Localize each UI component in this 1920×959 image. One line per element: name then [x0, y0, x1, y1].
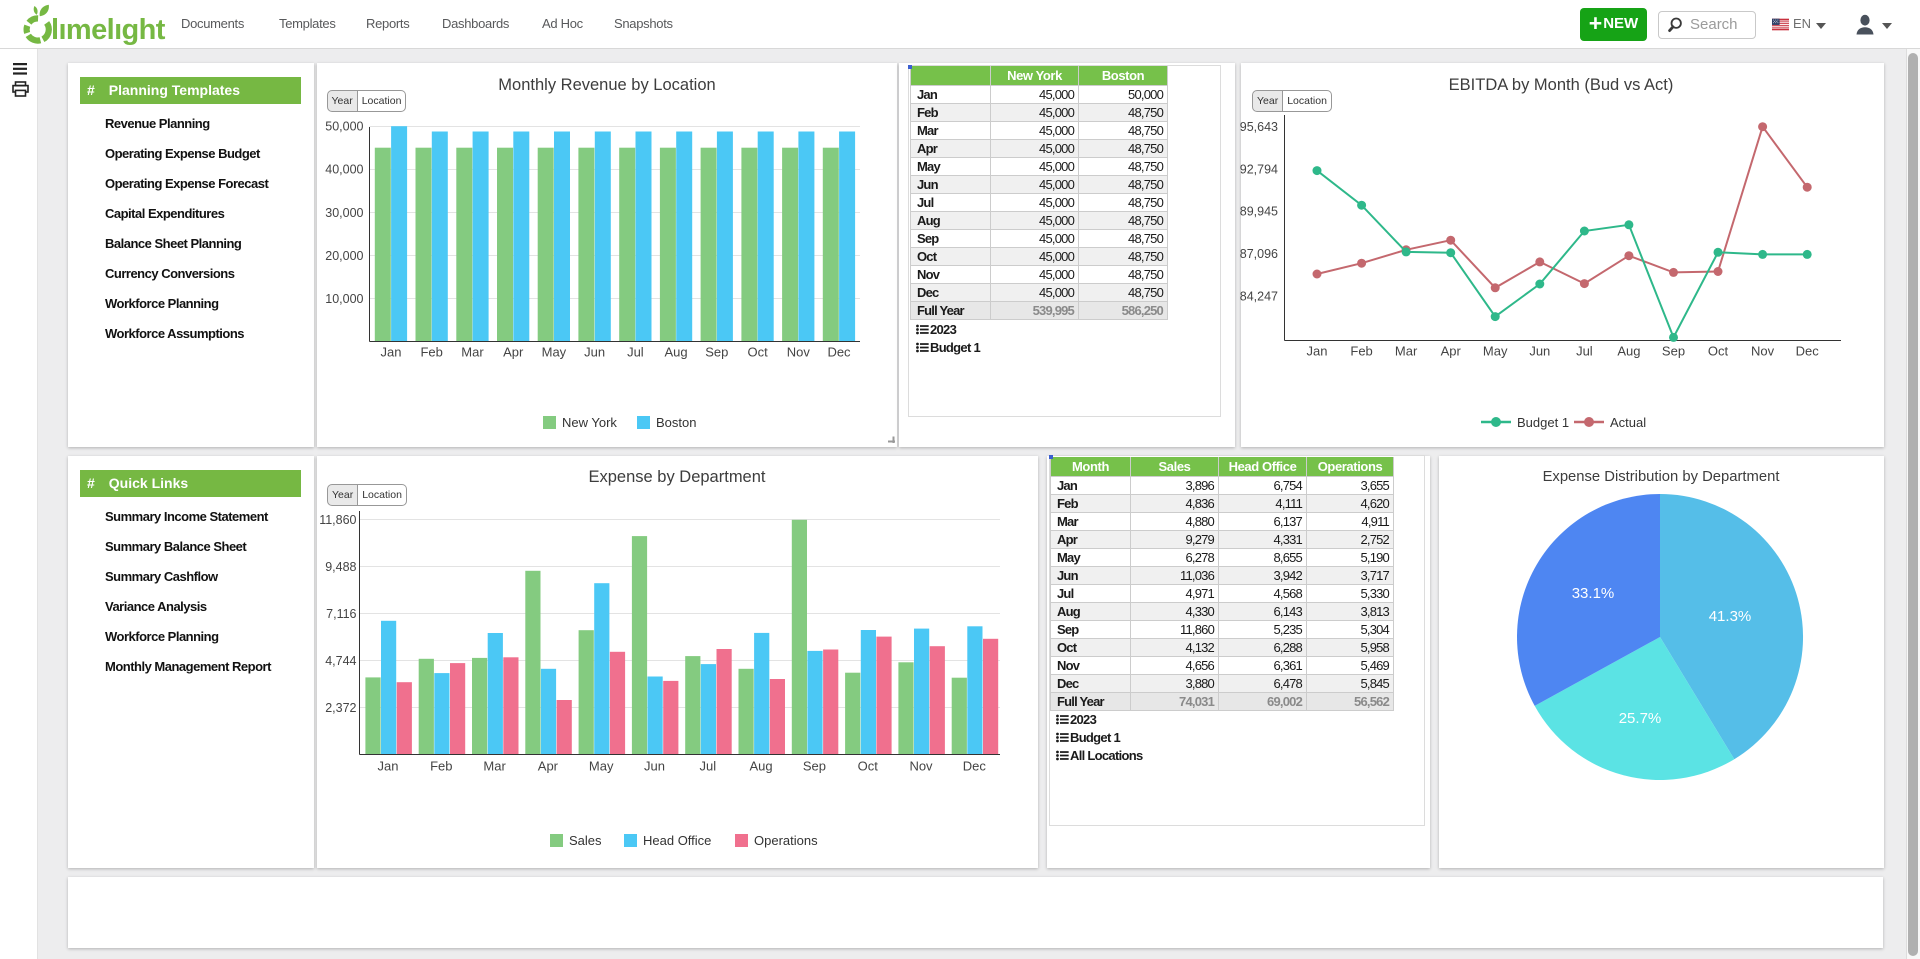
svg-text:Budget 1: Budget 1 — [1517, 415, 1569, 430]
svg-text:2,372: 2,372 — [325, 701, 356, 715]
svg-text:Nov: Nov — [909, 759, 933, 774]
svg-text:Jul: Jul — [627, 345, 644, 360]
svg-text:Dec: Dec — [963, 759, 987, 774]
svg-text:50,000: 50,000 — [325, 120, 363, 134]
svg-text:Sep: Sep — [1662, 344, 1685, 359]
svg-text:4,744: 4,744 — [325, 654, 356, 668]
svg-text:Sep: Sep — [705, 345, 728, 360]
svg-text:Head Office: Head Office — [643, 833, 711, 848]
svg-text:Oct: Oct — [1708, 344, 1729, 359]
svg-text:Nov: Nov — [1751, 344, 1775, 359]
svg-text:Jan: Jan — [1307, 344, 1328, 359]
svg-text:Operations: Operations — [754, 833, 818, 848]
svg-text:Expense Distribution by Depart: Expense Distribution by Department — [1543, 469, 1780, 485]
svg-text:33.1%: 33.1% — [1572, 585, 1615, 602]
svg-text:Apr: Apr — [538, 759, 559, 774]
svg-text:10,000: 10,000 — [325, 292, 363, 306]
svg-text:11,860: 11,860 — [319, 513, 356, 527]
svg-text:92,794: 92,794 — [1240, 162, 1278, 176]
svg-text:Feb: Feb — [1350, 344, 1372, 359]
svg-text:Sep: Sep — [803, 759, 826, 774]
svg-text:May: May — [541, 345, 566, 360]
svg-text:84,247: 84,247 — [1240, 290, 1278, 304]
svg-text:Jul: Jul — [699, 759, 716, 774]
svg-text:Sales: Sales — [569, 833, 602, 848]
svg-text:Nov: Nov — [786, 345, 810, 360]
svg-text:Jan: Jan — [380, 345, 401, 360]
svg-text:Mar: Mar — [1395, 344, 1418, 359]
svg-text:New York: New York — [562, 415, 617, 430]
svg-text:Feb: Feb — [420, 345, 442, 360]
svg-text:Dec: Dec — [827, 345, 851, 360]
svg-text:Aug: Aug — [750, 759, 773, 774]
svg-text:May: May — [1483, 344, 1508, 359]
svg-text:Apr: Apr — [1441, 344, 1462, 359]
svg-text:20,000: 20,000 — [325, 249, 363, 263]
svg-text:Actual: Actual — [1610, 415, 1646, 430]
svg-text:9,488: 9,488 — [325, 560, 356, 574]
svg-text:Aug: Aug — [1617, 344, 1640, 359]
svg-text:Oct: Oct — [858, 759, 879, 774]
svg-text:Mar: Mar — [483, 759, 506, 774]
svg-text:Dec: Dec — [1796, 344, 1820, 359]
svg-text:Jun: Jun — [644, 759, 665, 774]
svg-text:Boston: Boston — [656, 415, 696, 430]
svg-text:lımelıght: lımelıght — [51, 14, 166, 46]
svg-text:87,096: 87,096 — [1240, 247, 1278, 261]
svg-text:Mar: Mar — [461, 345, 484, 360]
svg-text:7,116: 7,116 — [326, 607, 356, 621]
svg-text:30,000: 30,000 — [325, 206, 363, 220]
svg-text:Jun: Jun — [584, 345, 605, 360]
svg-text:Jan: Jan — [378, 759, 399, 774]
svg-text:Aug: Aug — [664, 345, 687, 360]
svg-text:May: May — [589, 759, 614, 774]
svg-text:95,643: 95,643 — [1240, 120, 1278, 134]
svg-text:25.7%: 25.7% — [1619, 710, 1662, 727]
svg-text:Feb: Feb — [430, 759, 452, 774]
svg-text:Expense by Department: Expense by Department — [588, 468, 765, 486]
svg-text:Apr: Apr — [503, 345, 524, 360]
svg-text:89,945: 89,945 — [1240, 205, 1278, 219]
svg-text:Monthly Revenue by Location: Monthly Revenue by Location — [498, 76, 715, 94]
svg-text:EBITDA by Month (Bud vs Act): EBITDA by Month (Bud vs Act) — [1449, 76, 1674, 94]
svg-text:Jun: Jun — [1529, 344, 1550, 359]
svg-text:41.3%: 41.3% — [1709, 608, 1752, 625]
svg-text:40,000: 40,000 — [325, 163, 363, 177]
svg-text:Oct: Oct — [747, 345, 768, 360]
svg-text:Jul: Jul — [1576, 344, 1593, 359]
